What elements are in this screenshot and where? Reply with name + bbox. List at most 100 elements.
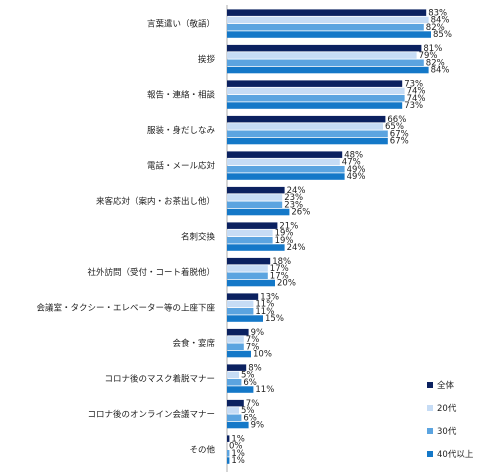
bar [227,386,254,393]
legend: 全体 20代 30代 40代以上 [427,380,474,460]
value-label: 73% [404,79,423,89]
category-label: 社外訪問（受付・コート着脱他） [87,267,215,278]
value-label: 5% [241,371,255,381]
bar [227,123,383,130]
value-label: 18% [272,257,291,267]
value-label: 8% [248,363,262,373]
bar [227,421,249,429]
value-label: 84% [431,16,450,26]
bar [227,9,427,16]
value-label: 9% [251,421,265,431]
bar [227,279,275,287]
bar [227,201,283,208]
category-label: 名刺交換 [181,232,216,243]
value-label: 74% [407,94,426,104]
bar [227,95,405,102]
value-label: 1% [231,434,245,444]
bar [227,293,259,300]
category-label: コロナ後のオンライン会議マナー [87,409,215,420]
bar [227,414,242,421]
value-label: 15% [265,314,284,324]
value-labels-layer: 83%84%82%85%81%79%82%84%73%74%74%73%66%6… [229,8,452,466]
bar [227,371,239,379]
value-label: 6% [243,413,257,423]
value-label: 17% [270,271,289,281]
bar [227,399,244,407]
bar [227,166,345,173]
bar [227,450,230,457]
value-label: 19% [275,229,294,239]
value-label: 6% [243,378,257,388]
legend-swatch [427,428,433,434]
bar [227,130,388,137]
category-label: 挨拶 [198,54,216,65]
bar [227,24,424,31]
value-label: 1% [231,449,245,459]
category-labels-layer: 言葉遣い（敬語） 挨拶報告・連絡・相談服装・身だしなみ電話・メール応対来客応対（案… [36,19,215,456]
bar [227,257,271,265]
value-label: 82% [426,23,445,33]
bar [227,328,249,336]
legend-label: 30代 [437,426,457,437]
bar [227,315,263,322]
bar [227,343,244,350]
value-label: 0% [229,442,243,452]
value-label: 10% [253,350,272,360]
bar [227,350,251,358]
bar [227,237,273,244]
bar [227,457,230,464]
bar [227,435,230,442]
value-label: 48% [344,150,363,160]
value-label: 23% [284,193,303,203]
legend-label: 40代以上 [437,449,474,460]
legend-swatch [427,405,433,411]
value-label: 47% [342,158,361,168]
category-label: 会食・宴席 [172,338,215,349]
legend-swatch [427,382,433,388]
legend-label: 20代 [437,403,457,414]
value-label: 7% [246,399,259,409]
legend-label: 全体 [437,380,455,391]
value-label: 67% [390,137,409,147]
bar [227,44,422,52]
category-label: 言葉遣い（敬語） [147,19,215,30]
category-label: その他 [189,445,215,456]
bar [227,308,254,315]
bar [227,194,283,201]
value-label: 11% [255,300,274,310]
value-label: 13% [260,292,279,302]
bar [227,272,268,279]
bar [227,158,340,166]
bar [227,407,239,414]
category-label: 来客応対（案内・お茶出し他） [96,196,215,207]
value-label: 67% [390,129,409,139]
value-label: 24% [287,186,306,196]
bar [227,31,431,38]
value-label: 74% [407,87,426,97]
value-label: 23% [284,200,303,210]
category-label: 電話・メール応対 [147,161,216,172]
value-label: 26% [291,208,310,218]
value-label: 1% [231,456,245,466]
bar [227,300,254,308]
value-label: 11% [255,385,274,395]
value-label: 5% [241,406,255,416]
value-label: 7% [246,335,259,345]
bar [227,80,403,87]
category-label: コロナ後のマスク着脱マナー [104,374,215,385]
bar [227,336,244,343]
value-label: 11% [255,307,274,317]
value-label: 79% [419,51,438,61]
value-label: 7% [246,342,259,352]
bar [227,66,429,74]
value-label: 19% [275,236,294,246]
bar [227,244,285,251]
value-label: 49% [347,172,366,182]
value-label: 24% [287,243,306,253]
value-label: 65% [385,122,404,132]
value-label: 73% [404,101,423,111]
category-label: 服装・身だしなみ [147,125,216,136]
bar [227,208,290,216]
value-label: 81% [423,44,442,54]
